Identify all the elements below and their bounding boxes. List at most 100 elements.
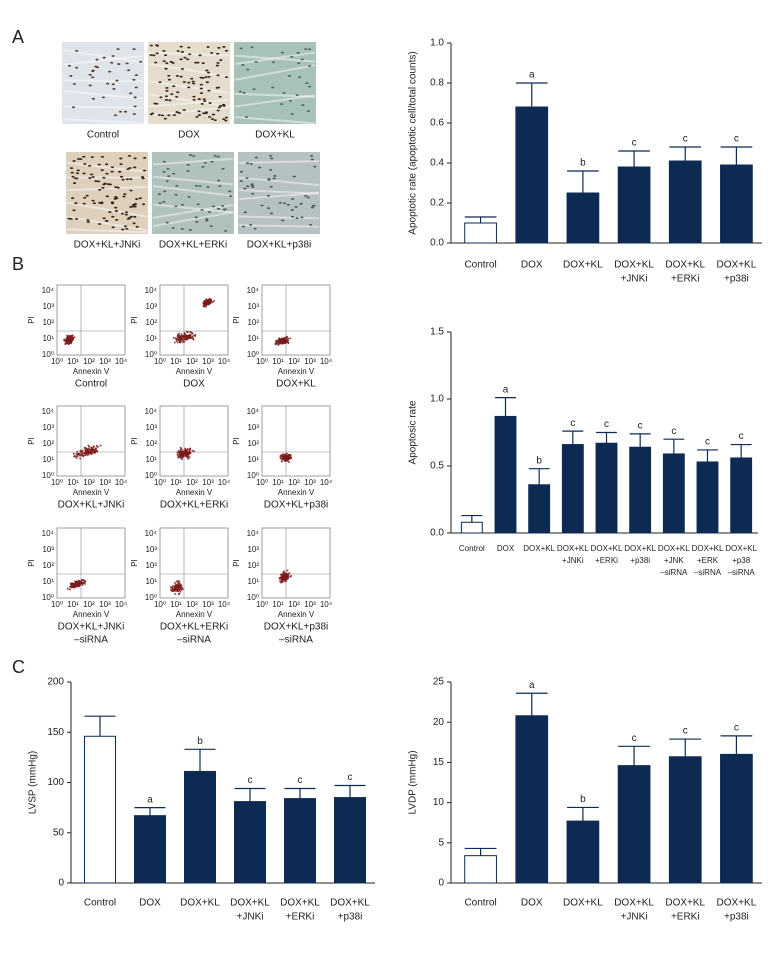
- cell-dot: [88, 445, 91, 448]
- flow-x-tick-label: 10¹: [67, 478, 79, 487]
- flow-y-tick-label: 10⁴: [145, 529, 158, 538]
- nucleus: [300, 216, 304, 219]
- nucleus: [305, 82, 309, 84]
- nucleus: [282, 91, 286, 94]
- flow-y-tick-label: 10³: [145, 423, 157, 432]
- nucleus: [116, 48, 120, 50]
- nucleus: [164, 95, 168, 98]
- flow-x-tick-label: 10³: [202, 478, 214, 487]
- nucleus: [216, 74, 220, 77]
- nucleus: [100, 155, 104, 158]
- flow-y-tick-label: 10²: [247, 439, 259, 448]
- cell-dot: [179, 583, 182, 586]
- nucleus: [286, 203, 290, 206]
- nucleus: [196, 203, 200, 206]
- cell-dot: [188, 453, 191, 456]
- fiber-streak: [234, 92, 316, 98]
- cell-dot: [87, 452, 90, 455]
- nucleus: [217, 46, 221, 49]
- nucleus: [199, 87, 203, 90]
- nucleus: [192, 82, 196, 85]
- cell-dot: [180, 335, 183, 338]
- bar: [566, 820, 600, 884]
- bar: [720, 164, 753, 244]
- nucleus: [218, 185, 222, 187]
- cell-dot: [286, 569, 289, 572]
- nucleus: [168, 99, 172, 102]
- cell-dot: [178, 332, 181, 335]
- nucleus: [182, 109, 186, 111]
- nucleus: [310, 206, 314, 209]
- cell-dot: [66, 587, 69, 590]
- nucleus: [213, 119, 217, 122]
- cell-dot: [191, 332, 194, 335]
- nucleus: [242, 91, 246, 94]
- significance-letter: b: [580, 158, 586, 169]
- flow-y-tick-label: 10⁰: [145, 593, 157, 602]
- cell-dot: [184, 334, 187, 337]
- nucleus: [239, 180, 243, 183]
- flow-y-tick-label: 10¹: [145, 577, 157, 586]
- nucleus: [187, 86, 191, 89]
- x-tick-label: DOX+KL: [230, 898, 270, 909]
- nucleus: [149, 54, 153, 56]
- bar: [84, 735, 116, 884]
- nucleus: [224, 49, 229, 52]
- cell-dot: [279, 338, 282, 341]
- nucleus: [165, 180, 169, 183]
- cell-dot: [70, 583, 73, 586]
- cell-dot: [84, 451, 87, 454]
- flow-x-tick-label: 10²: [186, 357, 198, 366]
- nucleus: [138, 197, 142, 200]
- flow-y-tick-label: 10¹: [247, 455, 259, 464]
- nucleus: [182, 81, 186, 83]
- cell-dot: [282, 337, 285, 340]
- nucleus: [157, 193, 162, 196]
- x-tick-label: +JNKi: [621, 912, 648, 923]
- significance-letter: c: [671, 426, 676, 437]
- x-tick-label: DOX+KL: [665, 260, 705, 271]
- nucleus: [306, 110, 311, 113]
- nucleus: [192, 95, 196, 98]
- significance-letter: c: [604, 419, 609, 430]
- cell-dot: [175, 339, 178, 342]
- y-tick-label: 50: [53, 827, 65, 838]
- nucleus: [76, 169, 80, 172]
- nucleus: [201, 77, 205, 79]
- fiber-streak: [238, 189, 320, 195]
- nucleus: [213, 154, 217, 157]
- cell-dot: [287, 341, 290, 344]
- nucleus: [155, 44, 160, 47]
- bar: [595, 442, 618, 534]
- fiber-streak: [152, 175, 234, 186]
- cell-dot: [72, 452, 75, 455]
- nucleus: [106, 183, 110, 186]
- nucleus: [162, 50, 166, 52]
- micrograph-label: DOX: [178, 130, 200, 141]
- nucleus: [100, 169, 104, 172]
- cell-dot: [81, 449, 84, 452]
- cell-dot: [181, 339, 184, 342]
- nucleus: [216, 52, 220, 55]
- flow-y-tick-label: 10⁰: [247, 471, 259, 480]
- nucleus: [271, 86, 275, 89]
- x-tick-label: DOX+KL: [563, 898, 603, 909]
- cell-dot: [175, 586, 178, 589]
- significance-letter: c: [683, 134, 688, 145]
- nucleus: [164, 67, 168, 70]
- nucleus: [98, 188, 102, 191]
- cell-dot: [282, 457, 285, 460]
- nucleus: [73, 177, 78, 180]
- flow-caption: –siRNA: [177, 635, 211, 646]
- nucleus: [79, 158, 83, 160]
- nucleus: [115, 218, 119, 221]
- cell-dot: [176, 453, 179, 456]
- nucleus: [92, 202, 96, 205]
- cell-dot: [181, 454, 184, 457]
- nucleus: [133, 96, 137, 99]
- nucleus: [280, 103, 284, 105]
- significance-letter: c: [638, 420, 643, 431]
- nucleus: [155, 102, 159, 105]
- flow-y-label: PI: [232, 316, 241, 324]
- nucleus: [166, 168, 170, 170]
